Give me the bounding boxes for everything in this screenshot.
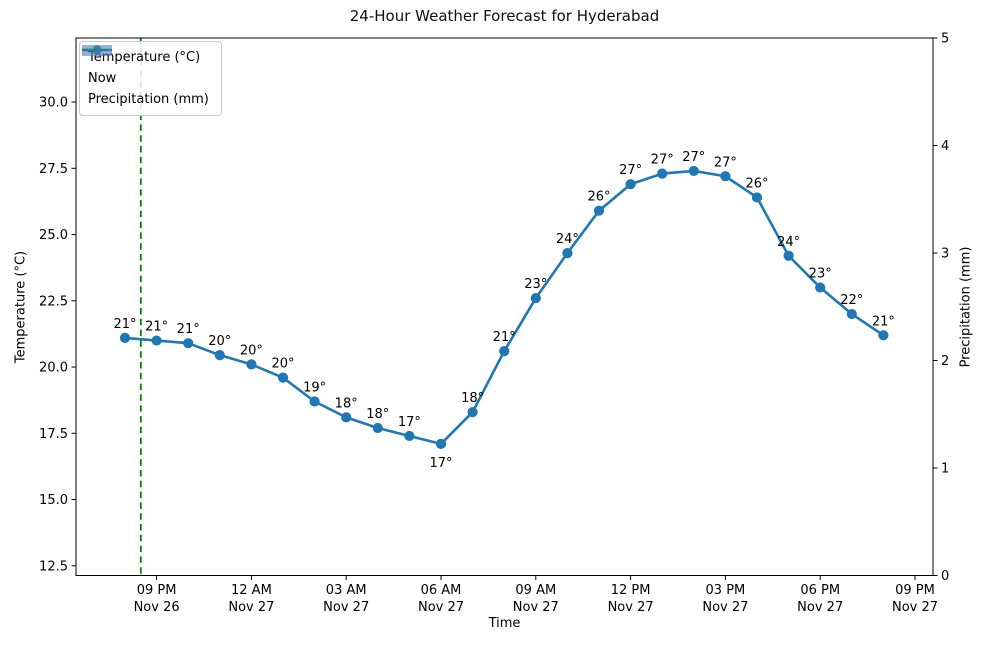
temperature-point-label: 17° <box>429 456 452 471</box>
temperature-point-label: 21° <box>113 317 136 332</box>
temperature-point-label: 20° <box>271 357 294 372</box>
temperature-line <box>124 169 885 446</box>
y-right-tick-label: 1 <box>941 462 949 477</box>
temperature-data-point <box>625 179 636 190</box>
y-right-tick-label: 3 <box>941 247 949 262</box>
temperature-point-label: 21° <box>145 320 168 335</box>
temperature-point-label: 27° <box>714 155 737 170</box>
temperature-data-point <box>151 335 162 346</box>
temperature-point-label: 21° <box>493 330 516 345</box>
temperature-data-point <box>783 250 794 261</box>
x-tick-label-time: 09 PM <box>895 583 935 598</box>
y-left-tick-label: 25.0 <box>39 228 68 243</box>
x-tick-label-time: 03 PM <box>706 583 746 598</box>
temperature-data-point <box>341 412 352 423</box>
x-tick-label-time: 09 PM <box>137 583 177 598</box>
legend-item-precipitation: Precipitation (mm) <box>82 45 209 110</box>
temperature-data-point <box>593 205 605 216</box>
temperature-data-point <box>119 332 131 343</box>
x-axis-label: Time <box>488 616 521 631</box>
temperature-data-point <box>309 396 320 407</box>
temperature-point-label: 23° <box>524 277 547 292</box>
x-tick-label-time: 12 PM <box>611 583 651 598</box>
temperature-point-label: 27° <box>619 163 642 178</box>
axes-spines <box>75 37 934 576</box>
x-tick-label-time: 12 AM <box>231 583 272 598</box>
temperature-data-point <box>467 407 478 418</box>
precipitation-patch-icon <box>82 45 112 56</box>
temperature-data-point <box>214 350 225 361</box>
temperature-point-label: 26° <box>745 176 768 191</box>
temperature-data-point <box>435 438 447 449</box>
x-tick-label-date: Nov 27 <box>418 600 464 615</box>
y-right-tick-label: 4 <box>941 139 949 154</box>
temperature-point-label: 20° <box>208 334 231 349</box>
temperature-data-point <box>530 293 541 304</box>
x-tick-label-time: 06 AM <box>421 583 462 598</box>
y-left-tick-label: 20.0 <box>39 361 68 376</box>
legend: Temperature (°C) Now Precipitation (mm) <box>79 41 222 116</box>
temperature-data-point <box>499 346 510 357</box>
temperature-data-point <box>277 372 289 383</box>
temperature-point-label: 20° <box>240 343 263 358</box>
temperature-data-point <box>372 422 383 434</box>
temperature-point-label: 18° <box>335 396 358 411</box>
temperature-data-point <box>815 282 826 293</box>
temperature-point-label: 21° <box>177 322 200 337</box>
y-axis-label-temperature: Temperature (°C) <box>13 250 29 364</box>
temperature-point-label: 18° <box>366 407 389 422</box>
x-tick-label-date: Nov 27 <box>323 600 369 615</box>
x-tick-label-date: Nov 27 <box>892 600 938 615</box>
y-axis-label-precipitation: Precipitation (mm) <box>958 246 974 368</box>
temperature-data-point <box>183 338 194 349</box>
temperature-data-point <box>846 308 857 320</box>
y-left-tick-label: 12.5 <box>39 559 68 574</box>
legend-label-temperature: Temperature (°C) <box>88 50 201 65</box>
temperature-point-label: 27° <box>682 150 705 165</box>
y-left-tick-label: 30.0 <box>39 96 68 111</box>
x-tick-label-date: Nov 27 <box>702 600 748 615</box>
temperature-data-point <box>404 430 415 442</box>
temperature-point-label: 27° <box>651 153 674 168</box>
temperature-data-point <box>246 359 257 370</box>
legend-label-now: Now <box>88 71 117 86</box>
temperature-data-point <box>688 165 699 177</box>
temperature-data-point <box>878 330 889 341</box>
temperature-point-label: 18° <box>461 391 484 406</box>
x-tick-label-time: 03 AM <box>326 583 367 598</box>
y-left-tick-label: 15.0 <box>39 493 68 508</box>
x-tick-label-date: Nov 27 <box>608 600 654 615</box>
temperature-point-label: 23° <box>809 267 832 282</box>
x-tick-label-date: Nov 26 <box>134 600 180 615</box>
legend-item-now: Now <box>82 49 209 89</box>
temperature-point-label: 22° <box>840 293 863 308</box>
y-left-tick-label: 27.5 <box>39 162 68 177</box>
temperature-data-point <box>562 248 573 259</box>
x-tick-label-time: 06 PM <box>800 583 840 598</box>
temperature-data-point <box>657 168 668 179</box>
legend-label-precipitation: Precipitation (mm) <box>88 92 209 107</box>
y-right-tick-label: 2 <box>941 354 949 369</box>
temperature-data-point <box>720 171 731 182</box>
temperature-point-label: 26° <box>587 190 610 205</box>
x-tick-label-date: Nov 27 <box>513 600 559 615</box>
y-right-tick-label: 5 <box>941 32 949 47</box>
temperature-point-label: 21° <box>872 314 895 329</box>
temperature-point-label: 24° <box>556 232 579 247</box>
temperature-point-label: 19° <box>303 381 326 396</box>
x-tick-label-date: Nov 27 <box>797 600 843 615</box>
temperature-data-point <box>751 192 763 203</box>
temperature-point-label: 24° <box>777 235 800 250</box>
x-tick-label-date: Nov 27 <box>228 600 274 615</box>
y-left-tick-label: 17.5 <box>39 427 68 442</box>
y-left-tick-label: 22.5 <box>39 294 68 309</box>
temperature-point-label: 17° <box>398 415 421 430</box>
chart-title: 24-Hour Weather Forecast for Hyderabad <box>349 7 660 25</box>
x-tick-label-time: 09 AM <box>515 583 556 598</box>
y-right-tick-label: 0 <box>941 569 949 584</box>
